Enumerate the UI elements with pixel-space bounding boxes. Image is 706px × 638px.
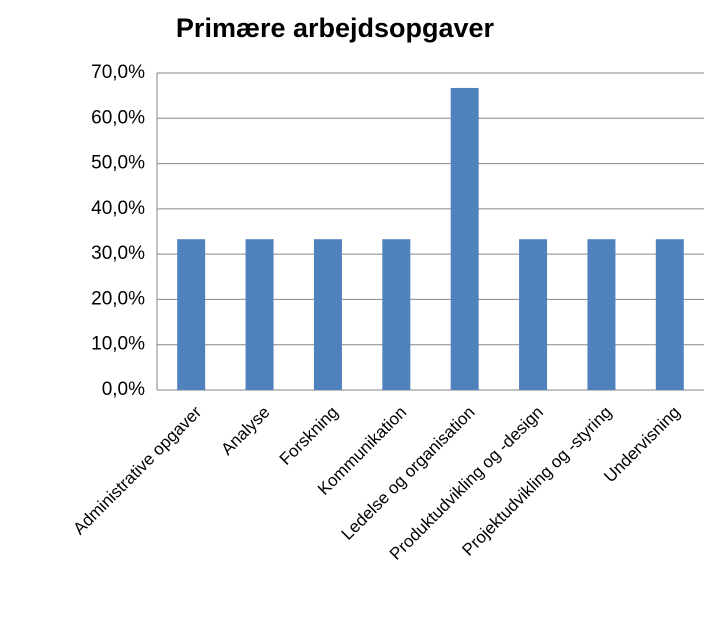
y-tick-label: 50,0% — [91, 153, 145, 174]
x-tick-label: Ledelse og organisation — [338, 403, 479, 544]
x-tick-label: Analyse — [217, 403, 273, 459]
bar — [450, 87, 479, 391]
y-tick-label: 60,0% — [91, 107, 145, 128]
bar — [177, 239, 206, 390]
y-tick-label: 40,0% — [91, 198, 145, 219]
bar — [245, 239, 274, 390]
y-tick-label: 20,0% — [91, 288, 145, 309]
x-tick-label: Administrative opgaver — [69, 402, 205, 538]
bar — [655, 239, 684, 390]
y-tick-label: 0,0% — [102, 379, 145, 400]
bar — [313, 239, 342, 390]
chart-title: Primære arbejdsopgaver — [176, 13, 495, 43]
bar — [382, 239, 411, 390]
y-tick-label: 30,0% — [91, 243, 145, 264]
bar — [587, 239, 616, 390]
y-tick-label: 10,0% — [91, 334, 145, 355]
bar — [519, 239, 548, 390]
y-tick-label: 70,0% — [91, 62, 145, 83]
x-tick-label: Forskning — [276, 403, 342, 469]
